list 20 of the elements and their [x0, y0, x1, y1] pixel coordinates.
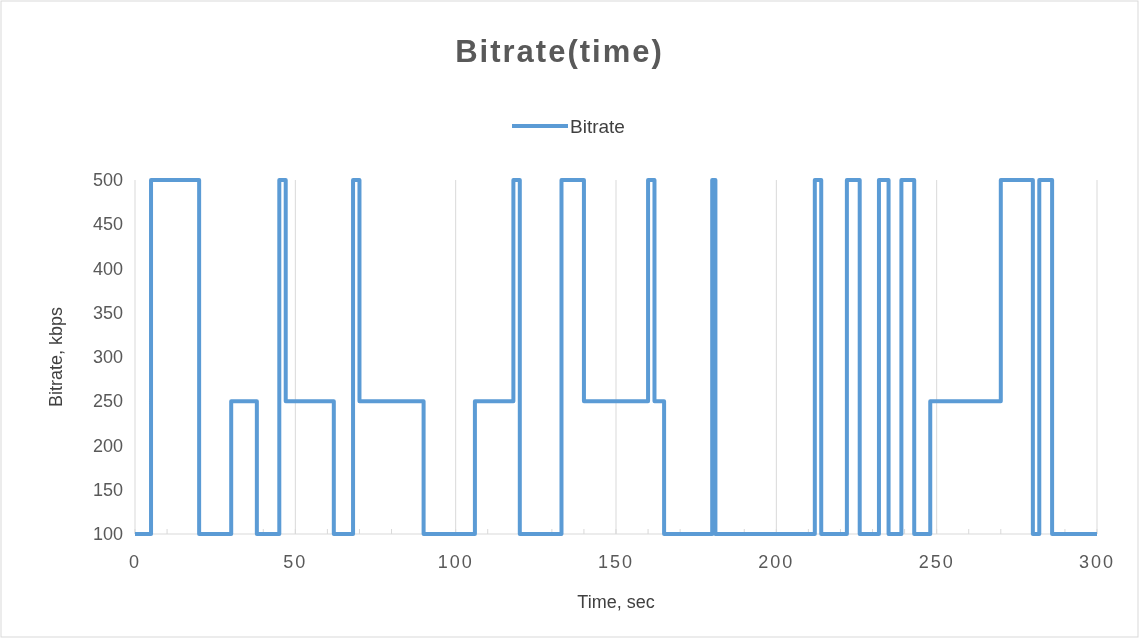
x-tick-label: 0 — [128, 552, 142, 572]
y-tick-label: 250 — [92, 391, 123, 412]
legend-label: Bitrate — [570, 116, 625, 137]
y-tick-label: 300 — [92, 347, 123, 367]
x-tick-label: 300 — [1078, 552, 1116, 572]
y-tick-label: 100 — [92, 524, 123, 544]
x-tick-label: 200 — [758, 552, 795, 572]
x-tick-label: 50 — [283, 552, 308, 572]
y-axis-title: Bitrate, kbps — [46, 306, 66, 408]
chart-title: Bitrate(time) — [455, 34, 664, 69]
x-axis-title: Time, sec — [577, 592, 655, 612]
y-tick-label: 450 — [92, 214, 123, 235]
y-tick-label: 150 — [92, 479, 123, 500]
y-tick-label: 400 — [92, 258, 123, 279]
y-tick-label: 350 — [92, 302, 123, 323]
x-tick-label: 100 — [437, 552, 474, 572]
x-tick-label: 150 — [597, 552, 635, 572]
y-tick-label: 500 — [92, 170, 123, 190]
y-tick-label: 200 — [92, 435, 123, 456]
x-tick-label: 250 — [918, 552, 955, 572]
